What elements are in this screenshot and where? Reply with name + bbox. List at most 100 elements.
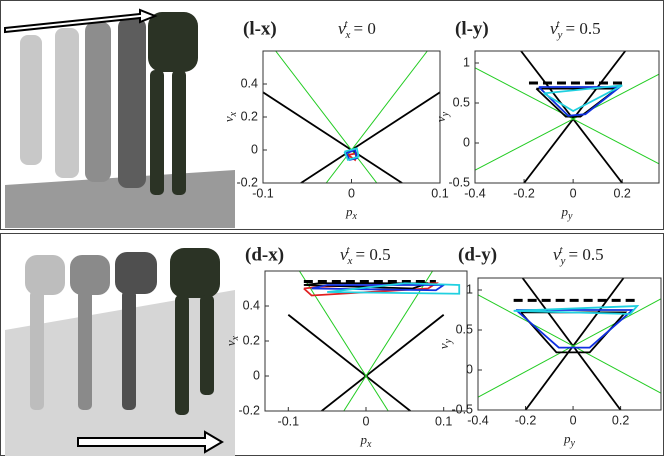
x-tick-label: 0 bbox=[570, 413, 577, 427]
y-label-var: v bbox=[223, 340, 238, 346]
y-label-sub: x bbox=[230, 335, 241, 341]
x-tick-label: 0 bbox=[348, 186, 355, 200]
x-tick-label: 0.1 bbox=[435, 414, 452, 428]
plot-area bbox=[478, 278, 661, 410]
y-label-var: v bbox=[221, 116, 236, 122]
y-axis-label: vx bbox=[221, 111, 239, 122]
series-line bbox=[327, 282, 461, 295]
x-tick-label: -0.2 bbox=[515, 413, 537, 427]
series-line bbox=[543, 84, 623, 113]
series-line bbox=[298, 271, 389, 411]
y-tick-label: -0.2 bbox=[238, 403, 260, 417]
y-label-var: v bbox=[436, 343, 451, 349]
x-axis-label: px bbox=[345, 204, 358, 222]
title-sup: t bbox=[556, 18, 560, 30]
panel-title: vxt = 0.5 bbox=[340, 244, 391, 267]
y-tick-label: 1 bbox=[463, 55, 470, 69]
panel-title: vxt = 0 bbox=[338, 18, 376, 41]
series-line bbox=[287, 314, 411, 411]
plot-area bbox=[475, 51, 659, 183]
y-tick-label: 0.4 bbox=[243, 298, 260, 312]
panel-title: vyt = 0.5 bbox=[550, 18, 601, 41]
series-line bbox=[263, 91, 403, 183]
x-label-sub: y bbox=[570, 438, 576, 449]
y-tick-label: 0.2 bbox=[241, 109, 258, 123]
x-tick-label: 0 bbox=[363, 414, 370, 428]
panel-label: (d-y) bbox=[458, 244, 497, 265]
y-axis-label: vx bbox=[223, 335, 241, 346]
x-tick-label: 0.2 bbox=[614, 186, 631, 200]
y-tick-label: 0.5 bbox=[453, 95, 470, 109]
series-line bbox=[325, 51, 428, 183]
plot-area bbox=[263, 51, 440, 183]
panel-title: vyt = 0.5 bbox=[553, 244, 604, 267]
series-line bbox=[513, 305, 640, 315]
title-sub: y bbox=[560, 255, 566, 267]
series-line bbox=[343, 271, 434, 411]
title-var: v bbox=[340, 245, 348, 264]
series-line bbox=[515, 309, 635, 349]
series-line bbox=[521, 278, 622, 410]
series-line bbox=[321, 314, 445, 411]
x-label-sub: x bbox=[366, 439, 372, 450]
title-var: v bbox=[338, 19, 346, 38]
title-sub: x bbox=[347, 255, 353, 267]
y-label-sub: y bbox=[440, 111, 451, 117]
series-line bbox=[538, 86, 623, 117]
y-tick-label: 0 bbox=[251, 142, 258, 156]
y-tick-label: 0 bbox=[466, 362, 473, 376]
x-tick-label: 0 bbox=[570, 186, 577, 200]
series-line bbox=[524, 278, 625, 410]
x-label-var: p bbox=[345, 204, 353, 219]
series-line bbox=[343, 147, 360, 162]
axes-box bbox=[264, 270, 468, 412]
series-line bbox=[478, 294, 661, 394]
x-label-var: p bbox=[360, 432, 368, 447]
x-tick-label: -0.1 bbox=[252, 186, 274, 200]
panel-label: (l-y) bbox=[455, 18, 489, 39]
x-axis-label: px bbox=[360, 432, 373, 450]
title-sup: t bbox=[346, 244, 350, 256]
title-sub: x bbox=[345, 29, 351, 41]
y-tick-label: 0 bbox=[253, 368, 260, 382]
robot-image-bottom bbox=[5, 248, 235, 456]
title-rhs: = 0 bbox=[354, 19, 376, 38]
y-axis-label: vy bbox=[433, 111, 451, 122]
x-label-var: p bbox=[561, 204, 569, 219]
x-tick-label: 0.2 bbox=[612, 413, 629, 427]
y-tick-label: -0.2 bbox=[236, 175, 258, 189]
title-sup: t bbox=[344, 18, 348, 30]
panel-label: (d-x) bbox=[245, 244, 284, 265]
x-tick-label: -0.4 bbox=[464, 186, 486, 200]
y-tick-label: 0.2 bbox=[243, 333, 260, 347]
title-var: v bbox=[550, 19, 558, 38]
title-sub: y bbox=[557, 29, 563, 41]
y-axis-label: vy bbox=[436, 338, 454, 349]
axes-box bbox=[474, 50, 660, 184]
y-tick-label: 0.5 bbox=[456, 322, 473, 336]
x-axis-label: py bbox=[561, 204, 574, 222]
series-line bbox=[475, 73, 659, 171]
x-label-sub: x bbox=[352, 211, 358, 222]
plot-area bbox=[287, 271, 461, 411]
axes-box bbox=[477, 277, 662, 411]
x-label-sub: y bbox=[567, 211, 573, 222]
panel-label: (l-x) bbox=[243, 18, 277, 39]
x-tick-label: -0.1 bbox=[278, 414, 300, 428]
title-rhs: = 0.5 bbox=[356, 245, 391, 264]
y-tick-label: 0.4 bbox=[241, 76, 258, 90]
x-axis-label: py bbox=[563, 431, 576, 449]
robot-image-top bbox=[4, 8, 235, 228]
y-label-sub: y bbox=[443, 338, 454, 344]
title-sup: t bbox=[559, 244, 563, 256]
x-tick-label: -0.2 bbox=[513, 186, 535, 200]
series-line bbox=[345, 148, 358, 161]
series-line bbox=[300, 91, 440, 183]
y-tick-label: -0.5 bbox=[448, 175, 470, 189]
title-rhs: = 0.5 bbox=[566, 19, 601, 38]
y-tick-label: 0 bbox=[463, 135, 470, 149]
y-label-var: v bbox=[433, 116, 448, 122]
x-label-var: p bbox=[563, 431, 571, 446]
title-rhs: = 0.5 bbox=[569, 245, 604, 264]
